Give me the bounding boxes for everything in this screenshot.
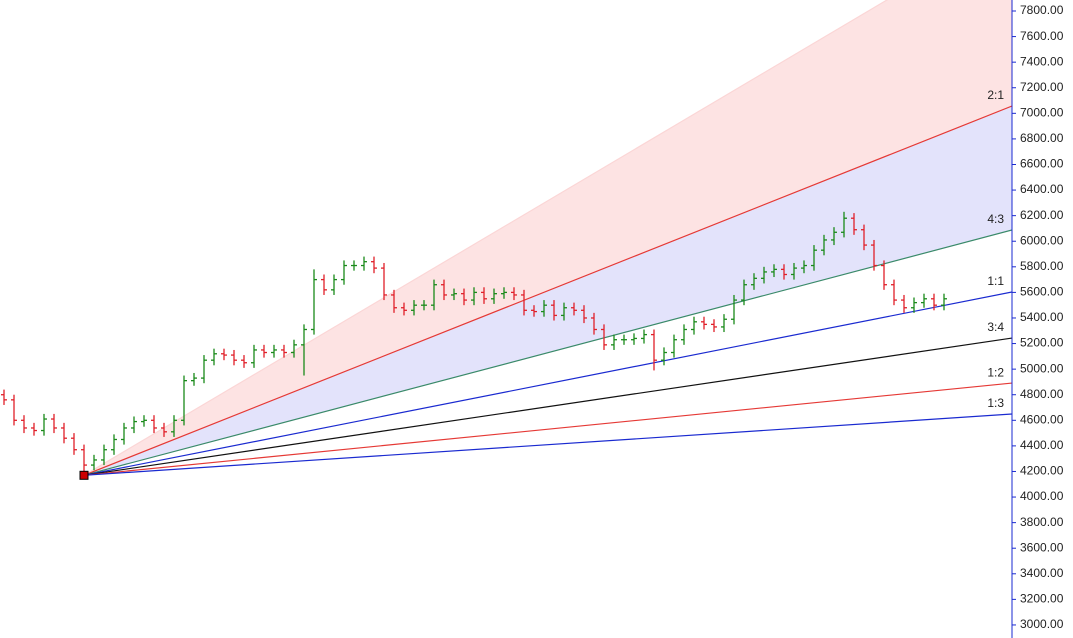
y-tick-label: 3000.00 xyxy=(1020,617,1064,631)
plot-area xyxy=(1,0,1012,480)
fan-fill xyxy=(84,0,1012,476)
fan-line xyxy=(83,0,889,476)
y-tick-label: 5000.00 xyxy=(1020,361,1064,375)
fan-label: 1:3 xyxy=(987,396,1004,410)
y-tick-label: 7800.00 xyxy=(1020,3,1064,17)
y-tick-label: 4400.00 xyxy=(1020,438,1064,452)
fan-line xyxy=(83,413,1012,476)
fan-label: 1:2 xyxy=(987,365,1004,379)
fan-label: 3:4 xyxy=(987,320,1004,334)
y-tick-label: 7400.00 xyxy=(1020,54,1064,68)
fan-line xyxy=(83,229,1012,476)
fan-label: 4:3 xyxy=(987,212,1004,226)
fan-line xyxy=(83,337,1012,476)
y-tick-label: 3200.00 xyxy=(1020,592,1064,606)
y-tick-label: 6200.00 xyxy=(1020,208,1064,222)
y-tick-label: 5200.00 xyxy=(1020,336,1064,350)
y-tick-label: 6000.00 xyxy=(1020,233,1064,247)
fan-label: 1:1 xyxy=(987,274,1004,288)
y-tick-label: 3600.00 xyxy=(1020,540,1064,554)
y-tick-label: 3400.00 xyxy=(1020,566,1064,580)
y-tick-label: 4000.00 xyxy=(1020,489,1064,503)
y-tick-label: 5400.00 xyxy=(1020,310,1064,324)
y-tick-label: 4600.00 xyxy=(1020,412,1064,426)
y-tick-label: 4200.00 xyxy=(1020,464,1064,478)
y-tick-label: 7200.00 xyxy=(1020,80,1064,94)
fan-line xyxy=(83,382,1012,476)
y-tick-label: 4800.00 xyxy=(1020,387,1064,401)
y-tick-label: 5600.00 xyxy=(1020,285,1064,299)
y-tick-label: 6400.00 xyxy=(1020,182,1064,196)
fan-origin xyxy=(79,470,89,480)
y-tick-label: 3800.00 xyxy=(1020,515,1064,529)
y-tick-label: 6800.00 xyxy=(1020,131,1064,145)
y-tick-label: 6600.00 xyxy=(1020,157,1064,171)
fan-label: 2:1 xyxy=(987,88,1004,102)
y-tick-label: 7600.00 xyxy=(1020,29,1064,43)
fan-line xyxy=(83,105,1012,476)
fan-line xyxy=(83,291,1012,476)
y-tick-label: 7000.00 xyxy=(1020,105,1064,119)
y-tick-label: 5800.00 xyxy=(1020,259,1064,273)
